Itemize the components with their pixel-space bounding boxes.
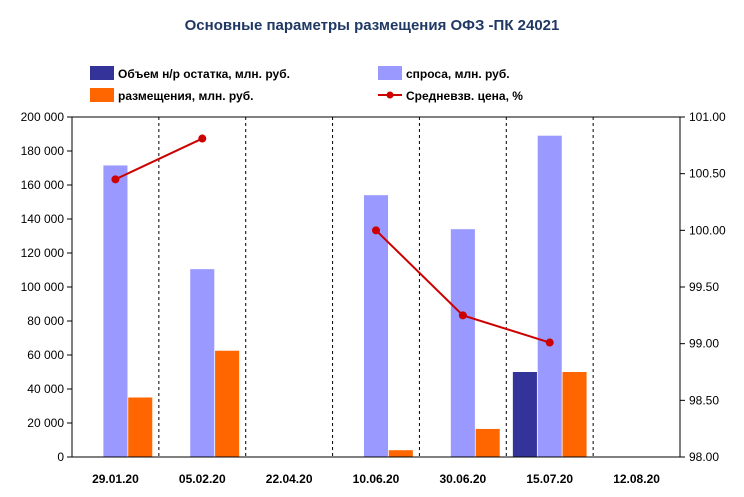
- legend-label: Средневзв. цена, %: [406, 89, 523, 103]
- bar: [128, 397, 153, 457]
- bar: [215, 350, 240, 457]
- left-tick-label: 20 000: [27, 416, 64, 430]
- legend-swatch: [378, 66, 402, 80]
- legend-label: Объем н/р остатка, млн. руб.: [118, 67, 290, 81]
- legend: Объем н/р остатка, млн. руб. спроса, млн.…: [90, 66, 523, 103]
- axes: 0 20 000 40 000 60 000 80 000 100 000 120 000 1…: [21, 110, 726, 486]
- bar: [450, 229, 475, 457]
- grid: [158, 117, 594, 457]
- left-tick-label: 100 000: [21, 280, 65, 294]
- left-tick-label: 60 000: [27, 348, 64, 362]
- right-tick-label: 101.00: [689, 110, 726, 124]
- x-tick-label: 22.04.20: [266, 472, 313, 486]
- bar: [388, 450, 413, 457]
- chart-title: Основные параметры размещения ОФЗ -ПК 24…: [185, 17, 560, 34]
- right-tick-label: 100.00: [689, 223, 726, 237]
- left-tick-label: 200 000: [21, 110, 65, 124]
- price-point: [111, 175, 120, 184]
- price-point: [372, 226, 380, 235]
- x-tick-label: 30.06.20: [439, 472, 486, 486]
- legend-swatch: [90, 88, 114, 102]
- x-tick-label: 10.06.20: [353, 472, 400, 486]
- legend-label: размещения, млн. руб.: [118, 89, 253, 103]
- legend-marker: [386, 91, 394, 99]
- x-tick-label: 29.01.20: [92, 472, 139, 486]
- price-point: [458, 311, 467, 320]
- bar: [103, 165, 128, 457]
- price-point: [198, 134, 207, 143]
- x-tick-label: 12.08.20: [613, 472, 660, 486]
- left-tick-label: 160 000: [21, 178, 65, 192]
- bar: [363, 195, 389, 457]
- right-tick-label: 98.00: [689, 450, 719, 464]
- bar: [537, 135, 562, 457]
- right-tick-label: 99.00: [689, 337, 719, 351]
- price-line-segment: [115, 137, 203, 181]
- price-point: [545, 338, 554, 347]
- bar: [562, 372, 587, 457]
- bars: [103, 135, 587, 457]
- x-tick-label: 05.02.20: [179, 472, 226, 486]
- x-tick-label: 15.07.20: [526, 472, 573, 486]
- price-line: [111, 134, 554, 347]
- left-tick-label: 40 000: [27, 382, 64, 396]
- right-tick-label: 100.50: [689, 167, 726, 181]
- left-tick-label: 120 000: [21, 246, 65, 260]
- right-tick-label: 99.50: [689, 280, 719, 294]
- left-tick-label: 80 000: [27, 314, 64, 328]
- bar: [190, 269, 215, 457]
- bar: [512, 372, 537, 457]
- legend-swatch: [90, 66, 114, 80]
- left-tick-label: 140 000: [21, 212, 65, 226]
- bar: [475, 428, 500, 457]
- right-tick-label: 98.50: [689, 393, 719, 407]
- left-tick-label: 180 000: [21, 144, 65, 158]
- left-tick-label: 0: [57, 450, 64, 464]
- legend-label: спроса, млн. руб.: [406, 67, 510, 81]
